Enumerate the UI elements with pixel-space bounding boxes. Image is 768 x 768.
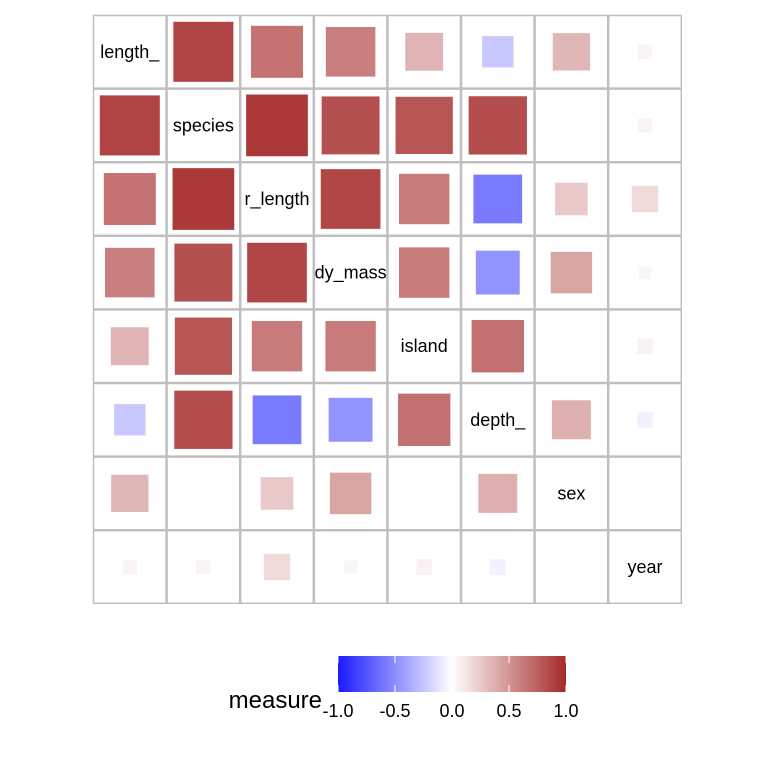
correlation-square [478, 473, 518, 513]
diagonal-label: sex [557, 483, 585, 503]
correlation-square [122, 559, 137, 575]
correlation-square [328, 397, 373, 442]
correlation-square [468, 96, 527, 155]
correlation-square [399, 247, 450, 298]
correlation-square [111, 474, 149, 513]
legend-ticks: -1.0 -0.5 0.0 0.5 1.0 [322, 656, 579, 721]
grid-cell [607, 14, 683, 89]
legend-tick-label: 1.0 [553, 701, 578, 721]
correlation-square [252, 395, 302, 445]
correlation-square [398, 393, 451, 446]
grid-cell [313, 235, 388, 310]
grid-cell [534, 161, 609, 237]
grid-cell [92, 309, 167, 384]
diagonal-label: island [401, 336, 448, 356]
correlation-square [251, 25, 303, 78]
correlation-square [475, 250, 520, 295]
diagonal-label: species [173, 115, 234, 135]
correlation-square [172, 168, 235, 230]
correlation-square [568, 343, 575, 350]
correlation-square [631, 185, 659, 213]
correlation-square [321, 96, 380, 155]
correlation-square [103, 173, 156, 225]
correlation-square [416, 559, 433, 575]
correlation-square [325, 27, 376, 77]
correlation-square [329, 472, 372, 515]
correlation-square [473, 174, 523, 224]
diagonal-label: dy_mass [315, 263, 387, 284]
grid-cell [534, 456, 609, 531]
correlation-square [405, 32, 444, 71]
correlation-square [247, 242, 307, 303]
correlation-square [555, 182, 588, 216]
correlation-square [173, 21, 234, 82]
correlation-square [471, 320, 524, 373]
grid-cell [166, 456, 241, 531]
legend-title: measure [229, 687, 322, 714]
correlation-square [246, 94, 308, 157]
correlation-square [637, 338, 653, 355]
grid-cell [166, 88, 241, 163]
correlation-square [638, 266, 652, 279]
diagonal-label: year [627, 557, 662, 577]
grid-cell [460, 382, 535, 457]
correlation-square [174, 317, 233, 375]
correlation-square [637, 411, 653, 428]
correlation-square [260, 477, 294, 510]
correlation-square [114, 404, 146, 436]
correlation-square [263, 553, 291, 581]
correlation-square [344, 560, 357, 574]
correlation-square [550, 251, 593, 294]
correlation-square [105, 247, 155, 298]
legend-tick-label: 0.0 [439, 701, 464, 721]
correlation-square [399, 173, 450, 225]
color-legend: measure -1.0 -0.5 0.0 0.5 1.0 [229, 656, 579, 721]
correlation-square [551, 400, 591, 440]
correlation-square [637, 118, 653, 133]
correlation-square [489, 559, 506, 575]
correlation-square [552, 33, 591, 71]
correlation-square [99, 95, 160, 156]
grid-cell [92, 14, 167, 89]
grid-cell [387, 309, 462, 384]
grid-cell [534, 88, 609, 163]
matrix-grid [92, 14, 683, 605]
correlation-square [421, 490, 428, 497]
correlation-square [320, 169, 381, 229]
correlation-square [637, 44, 653, 59]
correlation-square [325, 321, 376, 372]
grid-cell [239, 161, 315, 237]
legend-tick-label: 0.5 [496, 701, 521, 721]
correlation-square [196, 559, 211, 575]
correlation-square [174, 243, 233, 302]
grid-cell [534, 529, 609, 605]
diagonal-label: r_length [244, 189, 309, 210]
grid-cell [607, 88, 683, 163]
legend-tick-label: -0.5 [379, 701, 410, 721]
grid-cell [607, 456, 683, 531]
correlation-square [482, 36, 514, 68]
correlation-square [110, 327, 149, 366]
diagonal-label: length_ [100, 42, 160, 63]
correlation-square [395, 96, 453, 155]
grid-cell [607, 529, 683, 605]
correlation-square [174, 390, 233, 449]
diagonal-label: depth_ [470, 410, 526, 431]
correlation-square [251, 321, 303, 372]
grid-cell [607, 309, 683, 384]
legend-tick-label: -1.0 [322, 701, 353, 721]
